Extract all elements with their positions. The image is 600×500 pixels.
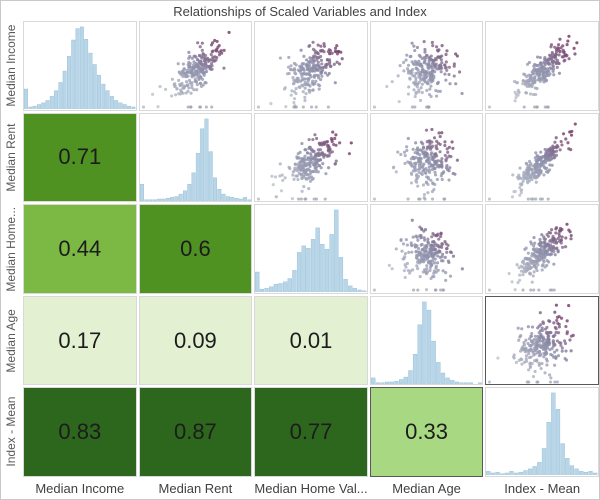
histogram-cell-median-home-value[interactable] <box>254 204 368 294</box>
scatter-cell-median-rent-vs-median-income[interactable] <box>138 21 253 111</box>
correlation-cell-median-rent-vs-median-income[interactable]: 0.71 <box>23 112 137 203</box>
row-label-median-age: Median Age <box>4 308 18 373</box>
correlation-cell-median-home-value-vs-median-rent[interactable]: 0.6 <box>138 204 253 294</box>
histogram-cell-median-income[interactable] <box>23 21 137 111</box>
row-label-median-home-value: Median Home... <box>4 206 18 292</box>
col-label-median-age: Median Age <box>392 480 461 496</box>
col-label-median-rent: Median Rent <box>158 480 233 496</box>
correlation-cell-index-mean-vs-median-age[interactable]: 0.33 <box>369 387 484 477</box>
scatter-cell-index-mean-vs-median-home-value[interactable] <box>485 204 599 294</box>
scatter-cell-index-mean-vs-median-income[interactable] <box>485 21 599 111</box>
col-label-index-mean: Index - Mean <box>504 480 581 496</box>
histogram-cell-median-rent[interactable] <box>138 112 253 203</box>
scatter-cell-index-mean-vs-median-age[interactable] <box>485 295 599 386</box>
row-label-median-rent: Median Rent <box>4 123 18 192</box>
correlation-cell-index-mean-vs-median-home-value[interactable]: 0.77 <box>254 387 368 477</box>
histogram-cell-index-mean[interactable] <box>485 387 599 477</box>
scatter-cell-index-mean-vs-median-rent[interactable] <box>485 112 599 203</box>
scatter-cell-median-age-vs-median-home-value[interactable] <box>369 204 484 294</box>
row-label-index-mean: Index - Mean <box>4 397 18 468</box>
splom-grid: Median Income Median Rent 0.71 Median Home.… <box>1 21 599 499</box>
correlation-cell-index-mean-vs-median-rent[interactable]: 0.87 <box>138 387 253 477</box>
scatter-cell-median-age-vs-median-rent[interactable] <box>369 112 484 203</box>
histogram-cell-median-age[interactable] <box>369 295 484 386</box>
scatter-cell-median-home-value-vs-median-rent[interactable] <box>254 112 368 203</box>
correlation-cell-index-mean-vs-median-income[interactable]: 0.83 <box>23 387 137 477</box>
correlation-cell-median-age-vs-median-income[interactable]: 0.17 <box>23 295 137 386</box>
correlation-cell-median-age-vs-median-rent[interactable]: 0.09 <box>138 295 253 386</box>
col-label-median-income: Median Income <box>35 480 125 496</box>
scatter-cell-median-home-value-vs-median-income[interactable] <box>254 21 368 111</box>
col-label-median-home-value: Median Home Val... <box>254 480 368 496</box>
correlation-cell-median-age-vs-median-home-value[interactable]: 0.01 <box>254 295 368 386</box>
scatter-cell-median-age-vs-median-income[interactable] <box>369 21 484 111</box>
correlation-cell-median-home-value-vs-median-income[interactable]: 0.44 <box>23 204 137 294</box>
row-label-median-income: Median Income <box>4 24 18 107</box>
chart-title: Relationships of Scaled Variables and In… <box>173 4 427 19</box>
